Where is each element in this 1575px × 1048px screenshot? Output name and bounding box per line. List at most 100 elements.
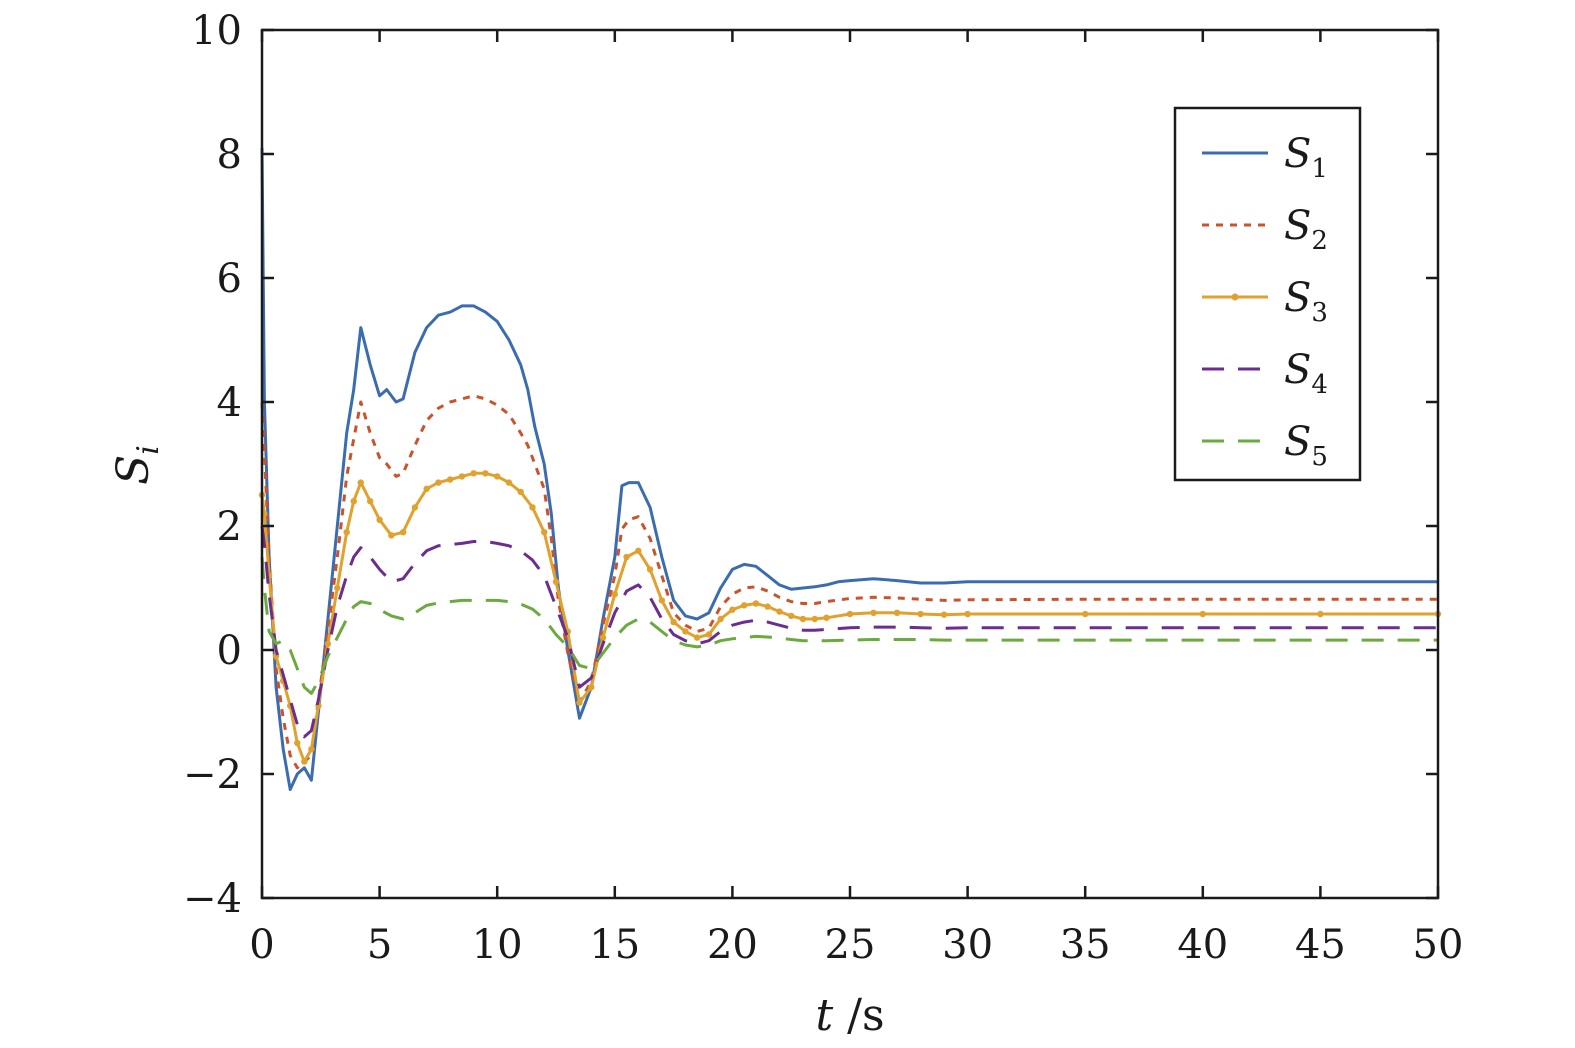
legend-label-sub: 4 — [1311, 370, 1328, 400]
series-3-marker — [1082, 610, 1089, 618]
series-3-marker — [334, 584, 341, 592]
legend-label-sub: 1 — [1311, 154, 1328, 184]
series-3-marker — [940, 611, 948, 618]
series-3-marker — [623, 553, 630, 561]
series-3-marker — [446, 476, 454, 483]
series-3-marker — [729, 606, 736, 613]
series-3-marker — [494, 473, 501, 480]
x-axis-label: t /s — [815, 990, 884, 1041]
series-3-marker — [740, 602, 748, 609]
legend-label-1: S1 — [1284, 131, 1328, 184]
legend-label-main: S — [1284, 275, 1311, 321]
series-3-marker — [357, 479, 364, 486]
y-axis-var: S — [108, 455, 159, 485]
series-3-marker — [588, 684, 595, 691]
series-3-marker — [670, 618, 677, 626]
series-3-marker — [301, 758, 308, 765]
x-tick-label: 45 — [1295, 922, 1346, 968]
y-tick-label: 4 — [217, 380, 242, 426]
y-axis-sub: i — [131, 445, 166, 455]
series-3-marker — [505, 479, 513, 486]
legend-label-main: S — [1284, 203, 1311, 249]
series-3-marker — [752, 600, 760, 607]
legend-label-main: S — [1284, 131, 1311, 177]
x-tick-label: 15 — [589, 922, 640, 968]
series-3-marker — [366, 498, 374, 505]
y-axis-label: Si — [108, 445, 166, 485]
series-3-marker — [693, 634, 701, 641]
series-3-marker — [917, 610, 924, 618]
series-3-marker — [376, 516, 383, 523]
x-axis-var: t — [815, 990, 833, 1041]
series-3-marker — [294, 739, 301, 747]
x-tick-label: 50 — [1413, 922, 1464, 968]
series-3-marker — [964, 610, 971, 618]
series-3-marker — [458, 473, 466, 480]
series-3-marker — [411, 504, 419, 511]
legend-label-main: S — [1284, 347, 1311, 393]
y-tick-label: 10 — [191, 8, 242, 54]
x-tick-label: 30 — [942, 922, 993, 968]
series-3-marker — [635, 547, 642, 554]
series-3-marker — [470, 470, 477, 477]
series-3-marker — [343, 529, 350, 536]
series-line-4 — [260, 525, 1438, 739]
x-tick-label: 25 — [825, 922, 876, 968]
series-3-marker — [646, 566, 654, 573]
series-3-marker — [423, 485, 430, 492]
ticks-layer — [260, 28, 1440, 900]
series-3-marker — [1199, 610, 1207, 618]
series-3-marker — [324, 640, 332, 647]
series-3-marker — [705, 631, 713, 638]
series-3-marker — [764, 603, 771, 610]
y-tick-label: −4 — [183, 876, 242, 922]
legend-label-sub: 3 — [1311, 298, 1328, 328]
series-3-marker — [658, 597, 666, 604]
legend-label-main: S — [1284, 419, 1311, 465]
x-tick-label: 40 — [1177, 922, 1228, 968]
series-layer — [258, 147, 1442, 791]
series-3-marker — [1317, 610, 1324, 618]
series-line-1 — [260, 147, 1438, 791]
series-3-marker — [893, 609, 901, 616]
series-3-marker — [350, 498, 357, 505]
series-3-marker — [776, 608, 783, 615]
x-tick-label: 0 — [249, 922, 274, 968]
series-3-marker — [529, 504, 536, 511]
series-3-marker — [482, 470, 489, 477]
series-3-marker — [811, 615, 818, 623]
y-tick-label: 2 — [217, 504, 242, 550]
series-3-marker — [517, 488, 524, 496]
series-3-marker — [552, 578, 560, 585]
x-tick-label: 35 — [1060, 922, 1111, 968]
series-3-marker — [788, 612, 795, 620]
x-tick-label: 20 — [707, 922, 758, 968]
series-3-marker — [399, 529, 407, 536]
series-3-marker — [599, 634, 607, 641]
legend-swatch-marker — [1231, 293, 1239, 301]
series-3-marker — [823, 614, 830, 621]
legend-box — [1173, 106, 1362, 482]
series-3-marker — [846, 610, 854, 618]
series-3-marker — [717, 615, 724, 623]
series-3-marker — [308, 746, 315, 753]
series-3-marker — [611, 591, 618, 598]
x-tick-label: 10 — [472, 922, 523, 968]
series-3-marker — [541, 529, 548, 536]
y-tick-label: 0 — [217, 628, 242, 674]
series-3-marker — [435, 479, 442, 486]
x-axis-unit: /s — [833, 990, 884, 1041]
legend-label-2: S2 — [1284, 203, 1328, 256]
series-3-marker — [388, 532, 395, 539]
series-3-marker — [682, 628, 689, 635]
legend-label-sub: 2 — [1311, 226, 1328, 256]
legend-label-3: S3 — [1284, 275, 1328, 328]
legend-label-5: S5 — [1284, 419, 1328, 472]
legend-label-sub: 5 — [1311, 442, 1328, 472]
x-tick-label: 5 — [367, 922, 392, 968]
y-tick-label: 8 — [217, 132, 242, 178]
series-3-marker — [576, 699, 583, 706]
